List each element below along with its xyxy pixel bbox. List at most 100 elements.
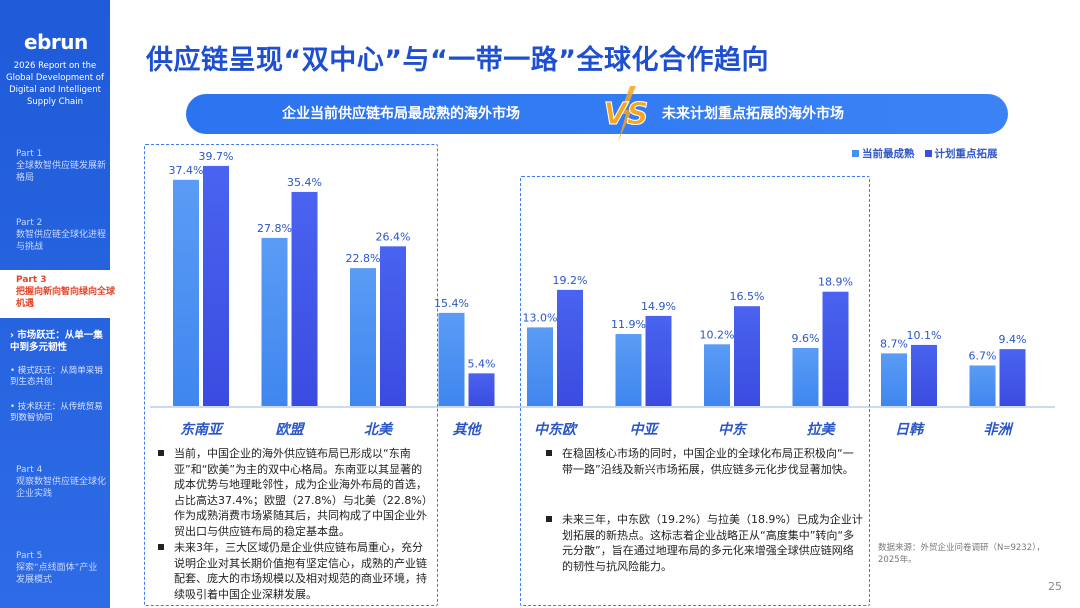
- sidebar-subitem[interactable]: • 模式跃迁：从简单采销到生态共创: [10, 366, 106, 388]
- sidebar-item-part4[interactable]: Part 4 观察数智供应链全球化企业实践: [16, 464, 106, 500]
- data-label-current-3: 15.4%: [434, 297, 469, 310]
- data-label-plan-6: 16.5%: [730, 290, 765, 303]
- part-number: Part 1: [16, 149, 43, 159]
- banner-left-label: 企业当前供应链布局最成熟的海外市场: [282, 106, 520, 122]
- bar-plan-2: [380, 246, 406, 406]
- part-title: 全球数智供应链发展新格局: [16, 161, 107, 183]
- report-title: 2026 Report on the Global Development of…: [6, 61, 104, 107]
- page-number: 25: [1048, 580, 1062, 593]
- bar-current-4: [527, 327, 553, 406]
- note-left-2: 未来3年，三大区域仍是企业供应链布局重心，充分说明企业对其长期价值抱有坚定信心，…: [158, 540, 430, 602]
- bar-plan-7: [822, 291, 849, 406]
- data-label-current-0: 37.4%: [169, 164, 204, 177]
- data-label-plan-2: 26.4%: [376, 230, 411, 243]
- lightning-bolt-shape: [618, 86, 636, 142]
- sidebar-item-part3-active[interactable]: Part 3 把握向新向智向绿向全球机遇: [0, 270, 128, 318]
- data-label-current-6: 10.2%: [700, 328, 735, 341]
- data-label-plan-0: 39.7%: [199, 150, 234, 163]
- data-label-current-9: 6.7%: [969, 349, 997, 362]
- bar-plan-0: [203, 165, 229, 406]
- data-label-plan-9: 9.4%: [999, 333, 1027, 346]
- category-label-5: 中亚: [630, 421, 661, 438]
- part-number: Part 5: [16, 551, 43, 561]
- category-label-9: 非洲: [984, 422, 1015, 438]
- bar-current-1: [261, 237, 288, 406]
- data-label-current-7: 9.6%: [792, 332, 820, 345]
- bar-plan-1: [291, 191, 318, 406]
- legend-item-current: 当前最成熟: [852, 146, 915, 161]
- bar-current-0: [173, 179, 199, 406]
- legend-item-plan: 计划重点拓展: [924, 146, 998, 161]
- bullet-square-icon: [546, 450, 552, 456]
- bar-plan-4: [557, 289, 583, 406]
- legend-swatch-current: [852, 150, 859, 157]
- bar-plan-6: [734, 306, 760, 406]
- part-number: Part 4: [16, 465, 43, 475]
- data-label-current-4: 13.0%: [523, 311, 558, 324]
- data-source: 数据来源：外贸企业问卷调研（N=9232），2025年。: [878, 543, 1045, 565]
- dot-icon: •: [10, 366, 16, 376]
- part-number: Part 2: [16, 218, 43, 228]
- note-text: 在稳固核心市场的同时，中国企业的全球化布局正积极向“一带一路”沿线及新兴市场拓展…: [562, 447, 854, 476]
- page-title: 供应链呈现“双中心”与“一带一路”全球化合作趋向: [146, 45, 769, 76]
- bullet-square-icon: [546, 516, 552, 522]
- sidebar-subitem-current[interactable]: › 市场跃迁：从单一集中到多元韧性: [10, 330, 106, 354]
- bullet-square-icon: [158, 544, 164, 550]
- data-label-plan-8: 10.1%: [907, 329, 942, 342]
- sidebar-subitem[interactable]: • 技术跃迁：从传统贸易到数智协同: [10, 402, 106, 424]
- note-text: 当前，中国企业的海外供应链布局已形成以“东南亚”和“欧美”为主的双中心格局。东南…: [174, 447, 428, 538]
- category-label-3: 其他: [453, 421, 483, 438]
- part-title: 观察数智供应链全球化企业实践: [16, 477, 107, 499]
- sidebar-item-part5[interactable]: Part 5 探索“点线面体”产业发展模式: [16, 550, 106, 586]
- data-label-plan-4: 19.2%: [553, 274, 588, 287]
- bar-current-7: [792, 347, 819, 406]
- subitem-title: 模式跃迁：从简单采销到生态共创: [10, 366, 103, 387]
- category-label-4: 中东欧: [534, 421, 579, 438]
- category-label-6: 中东: [718, 421, 748, 438]
- vs-lightning-icon: VS: [603, 86, 649, 142]
- data-label-current-8: 8.7%: [880, 337, 908, 350]
- group-box-mature-markets: [144, 144, 438, 606]
- bar-current-5: [615, 334, 642, 406]
- bar-plan-8: [911, 344, 937, 406]
- part-title: 把握向新向智向绿向全球机遇: [16, 287, 116, 309]
- bar-plan-5: [645, 315, 672, 406]
- note-right-2: 未来三年，中东欧（19.2%）与拉美（18.9%）已成为企业计划拓展的新热点。这…: [546, 512, 864, 574]
- data-label-current-5: 11.9%: [611, 318, 646, 331]
- data-label-plan-3: 5.4%: [468, 357, 496, 370]
- bar-current-6: [704, 344, 730, 406]
- sidebar-item-part1[interactable]: Part 1 全球数智供应链发展新格局: [16, 148, 106, 184]
- part-number: Part 3: [16, 275, 47, 285]
- dot-icon: •: [10, 402, 16, 412]
- note-right-1: 在稳固核心市场的同时，中国企业的全球化布局正积极向“一带一路”沿线及新兴市场拓展…: [546, 446, 864, 477]
- sidebar-item-part2[interactable]: Part 2 数智供应链全球化进程与挑战: [16, 217, 106, 253]
- comparison-banner: 企业当前供应链布局最成熟的海外市场 未来计划重点拓展的海外市场: [186, 94, 1008, 134]
- bar-current-9: [969, 365, 996, 406]
- part-title: 探索“点线面体”产业发展模式: [16, 563, 98, 585]
- chart-legend: 当前最成熟 计划重点拓展: [852, 146, 998, 161]
- group-box-emerging-markets: [520, 176, 870, 606]
- brand-logo: ebrun: [24, 30, 88, 54]
- bar-current-2: [350, 268, 376, 406]
- subitem-title: 技术跃迁：从传统贸易到数智协同: [10, 402, 103, 423]
- note-left-1: 当前，中国企业的海外供应链布局已形成以“东南亚”和“欧美”为主的双中心格局。东南…: [158, 446, 430, 539]
- bar-plan-9: [999, 349, 1026, 406]
- chevron-right-icon: ›: [10, 330, 14, 341]
- data-label-current-2: 22.8%: [346, 252, 381, 265]
- data-label-current-1: 27.8%: [257, 222, 292, 235]
- part-title: 数智供应链全球化进程与挑战: [16, 230, 107, 252]
- subitem-title: 市场跃迁：从单一集中到多元韧性: [10, 330, 103, 353]
- vs-text: VS: [604, 97, 649, 132]
- data-label-plan-7: 18.9%: [818, 276, 853, 289]
- category-label-1: 欧盟: [276, 421, 306, 438]
- sidebar: ebrun 2026 Report on the Global Developm…: [0, 0, 128, 608]
- banner-right-label: 未来计划重点拓展的海外市场: [662, 106, 844, 122]
- note-text: 未来三年，中东欧（19.2%）与拉美（18.9%）已成为企业计划拓展的新热点。这…: [562, 513, 863, 573]
- legend-label-plan: 计划重点拓展: [934, 148, 998, 160]
- bullet-square-icon: [158, 450, 164, 456]
- category-label-2: 北美: [364, 421, 394, 438]
- bar-current-8: [881, 353, 907, 406]
- data-label-plan-5: 14.9%: [641, 300, 676, 313]
- data-label-plan-1: 35.4%: [287, 176, 322, 189]
